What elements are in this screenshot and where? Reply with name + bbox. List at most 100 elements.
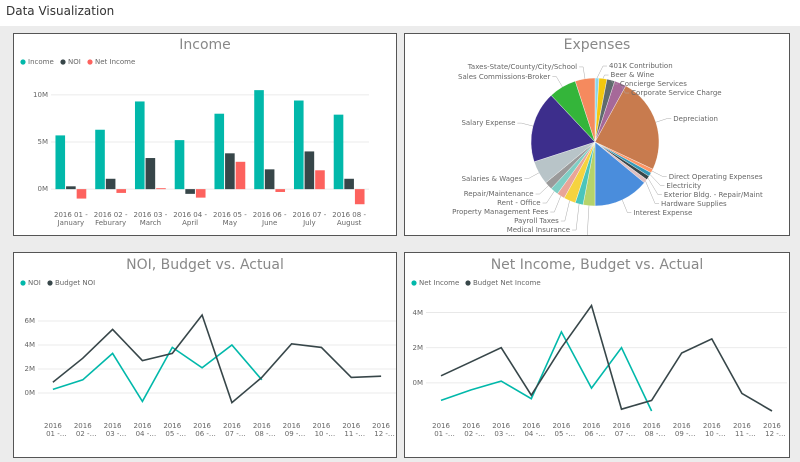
bar bbox=[304, 151, 315, 190]
leader-line bbox=[535, 185, 549, 195]
slice-label: Hardware Supplies bbox=[661, 199, 727, 208]
x-tick-label: 2016 08 - August bbox=[332, 211, 366, 227]
bar bbox=[264, 169, 275, 190]
leader-line bbox=[579, 66, 586, 79]
chart-title: Expenses bbox=[563, 37, 631, 53]
x-tick-label: 2016 04 - April bbox=[173, 211, 207, 227]
income-panel: Income 0M 5M 10M 2016 01 - January 2016 02 - … bbox=[13, 33, 397, 236]
x-tick-label: 2016 06 - June bbox=[582, 422, 601, 438]
line bbox=[52, 313, 382, 404]
slice-label: Payroll Taxes bbox=[514, 217, 559, 226]
leader-line bbox=[596, 65, 607, 79]
slice-label: Rent - Office bbox=[497, 199, 541, 208]
x-tick-label: 2016 03 - March bbox=[133, 211, 168, 227]
x-tick-label: 2016 09 - September bbox=[282, 422, 301, 438]
y-tick-label: 5M bbox=[37, 138, 49, 146]
x-tick-label: 2016 10 - October bbox=[312, 422, 331, 438]
bar bbox=[76, 189, 87, 199]
leader-line bbox=[649, 174, 665, 186]
leader-line bbox=[602, 74, 609, 79]
line bbox=[440, 330, 653, 412]
bar bbox=[333, 114, 344, 190]
slice-label: Beer & Wine bbox=[610, 71, 655, 80]
y-tick-label: 0M bbox=[24, 389, 36, 397]
bar bbox=[293, 100, 304, 190]
x-tick-label: 2016 05 - May bbox=[163, 422, 182, 438]
slice-label: Repair/Maintenance bbox=[463, 190, 534, 199]
x-tick-label: 2016 08 - August bbox=[252, 422, 271, 438]
x-tick-label: 2016 12 - December bbox=[372, 422, 390, 438]
x-tick-label: 2016 01 - January bbox=[43, 422, 62, 438]
leader-line bbox=[655, 118, 672, 123]
pie-slice bbox=[574, 77, 596, 143]
chart bbox=[20, 59, 369, 205]
leader-line bbox=[550, 195, 561, 213]
noi-panel: NOI, Budget vs. Actual 0M 2M 4M 6M 2016 01 - … bbox=[13, 252, 397, 458]
legend-marker bbox=[20, 280, 26, 286]
leader-line bbox=[586, 205, 590, 235]
x-tick-label: 2016 05 - May bbox=[213, 211, 247, 227]
slice-label: Concierge Services bbox=[619, 80, 687, 89]
legend-marker bbox=[411, 280, 417, 286]
legend-label: Budget Net Income bbox=[473, 279, 541, 287]
bar bbox=[235, 161, 246, 190]
x-tick-label: 2016 01 - January bbox=[54, 211, 88, 227]
x-tick-label: 2016 04 - April bbox=[522, 422, 541, 438]
x-tick-label: 2016 01 - January bbox=[432, 422, 450, 438]
slice-label: Sales Commissions-Broker bbox=[458, 72, 551, 81]
chart bbox=[517, 65, 672, 235]
slice-label: 401K Contribution bbox=[609, 62, 673, 71]
slice-label: Exterior Bldg. - Repair/Maint bbox=[663, 190, 763, 199]
legend-label: Net Income bbox=[95, 58, 136, 66]
pie-slice bbox=[594, 141, 645, 207]
leader-line bbox=[524, 172, 540, 179]
bar bbox=[66, 186, 76, 190]
x-tick-label: 2016 02 - Feburary bbox=[73, 422, 92, 438]
y-tick-label: 0M bbox=[37, 185, 49, 194]
legend-label: Budget NOI bbox=[55, 279, 96, 287]
bar bbox=[116, 189, 127, 193]
net-income-panel: Net Income, Budget vs. Actual 0M 2M 4M 2016 … bbox=[404, 252, 790, 458]
chart bbox=[20, 280, 396, 404]
x-tick-label: 2016 06 - June bbox=[193, 422, 211, 438]
legend-marker bbox=[87, 59, 93, 65]
leader-line bbox=[572, 203, 580, 231]
bar bbox=[275, 189, 286, 192]
x-tick-label: 2016 09 - September bbox=[672, 422, 691, 438]
x-tick-label: 2016 02 - Feburary bbox=[462, 422, 481, 438]
bar bbox=[185, 189, 195, 194]
slice-label: Corporate Service Charge bbox=[631, 89, 722, 98]
slice-label: Depreciation bbox=[673, 114, 718, 123]
x-tick-label: 2016 10 - October bbox=[702, 422, 721, 438]
slice-label: Electricity bbox=[666, 181, 702, 190]
slice-label: Direct Operating Expenses bbox=[668, 172, 763, 181]
x-tick-label: 2016 11 - November bbox=[342, 422, 361, 438]
x-tick-label: 2016 05 - May bbox=[552, 422, 571, 438]
bar bbox=[354, 189, 365, 205]
slice-label: Interest Expense bbox=[633, 208, 693, 217]
x-tick-label: 2016 06 - June bbox=[252, 211, 287, 227]
chart-title: NOI, Budget vs. Actual bbox=[126, 257, 284, 273]
legend-marker bbox=[47, 280, 53, 286]
y-tick-label: 10M bbox=[33, 90, 48, 99]
x-tick-label: 2016 03 - March bbox=[103, 422, 122, 438]
y-tick-label: 0M bbox=[412, 378, 424, 387]
page-title: Data Visualization bbox=[6, 4, 115, 18]
chart-title: Net Income, Budget vs. Actual bbox=[490, 257, 704, 273]
legend-marker bbox=[20, 59, 26, 65]
x-tick-label: 2016 07 - July bbox=[292, 211, 327, 227]
pie-slice bbox=[594, 85, 660, 170]
x-tick-label: 2016 02 - Feburary bbox=[93, 211, 128, 227]
bar bbox=[95, 129, 105, 190]
leader-line bbox=[542, 191, 555, 204]
slice-label: Salary Expense bbox=[461, 119, 516, 128]
leader-line bbox=[552, 76, 563, 88]
bar bbox=[315, 170, 325, 190]
leader-line bbox=[620, 83, 630, 94]
leader-line bbox=[560, 200, 570, 222]
legend-label: NOI bbox=[28, 279, 41, 287]
leader-line bbox=[647, 177, 662, 195]
slice-label: Property Management Fees bbox=[452, 208, 549, 217]
slice-label: Salaries & Wages bbox=[461, 174, 523, 183]
